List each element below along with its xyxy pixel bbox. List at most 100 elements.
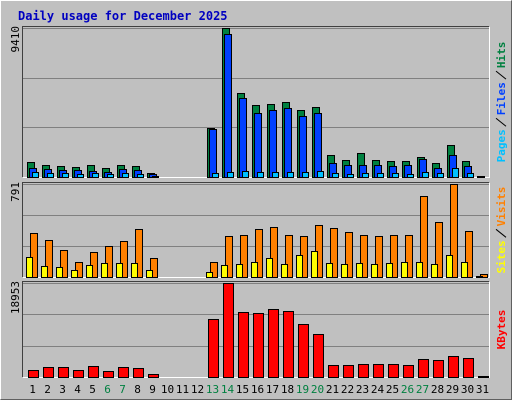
x-tick-label: 2 — [44, 383, 51, 396]
bar — [407, 174, 414, 178]
x-tick-label: 29 — [446, 383, 459, 396]
panel-edge — [22, 182, 490, 278]
bar — [225, 236, 233, 278]
x-tick-label: 20 — [311, 383, 324, 396]
x-tick-label: 19 — [296, 383, 309, 396]
x-tick-label: 6 — [104, 383, 111, 396]
bar — [221, 265, 228, 278]
bar — [478, 376, 489, 378]
bar — [212, 173, 219, 178]
bar — [43, 367, 54, 378]
bar — [463, 358, 474, 378]
bar — [373, 364, 384, 378]
x-tick-label: 16 — [251, 383, 264, 396]
x-tick-label: 26 — [401, 383, 414, 396]
bar — [272, 172, 279, 178]
bar — [446, 255, 453, 278]
bar — [347, 174, 354, 178]
x-tick-label: 9 — [149, 383, 156, 396]
bar — [375, 236, 383, 278]
x-tick-label: 24 — [371, 383, 385, 396]
bar — [71, 270, 78, 278]
bar — [284, 108, 292, 178]
x-tick-label: 25 — [386, 383, 399, 396]
bar — [26, 257, 33, 278]
legend-label: Hits — [495, 42, 508, 69]
bar — [296, 255, 303, 278]
bar — [345, 232, 353, 278]
bar — [330, 228, 338, 278]
bar — [285, 235, 293, 278]
bar — [418, 359, 429, 378]
bar — [467, 173, 474, 178]
panel-edge — [22, 26, 490, 178]
bar — [107, 174, 114, 178]
bar — [435, 222, 443, 278]
bar — [356, 263, 363, 278]
bar — [298, 324, 309, 378]
bar — [150, 258, 158, 278]
bar — [477, 176, 485, 178]
x-tick-label: 18 — [281, 383, 294, 396]
legend-label: Pages — [495, 129, 508, 162]
bar — [47, 173, 54, 178]
x-tick-label: 28 — [431, 383, 444, 396]
bar — [253, 313, 264, 378]
bar — [88, 366, 99, 378]
x-tick-label: 12 — [191, 383, 204, 396]
bar — [133, 368, 144, 378]
bar — [257, 172, 264, 178]
bar — [405, 235, 413, 278]
x-tick-label: 30 — [461, 383, 474, 396]
bar — [223, 283, 234, 378]
bar — [386, 263, 393, 278]
bar — [60, 250, 68, 278]
bar — [416, 262, 423, 278]
bar — [255, 229, 263, 278]
bar — [433, 360, 444, 378]
panel-edge — [22, 281, 490, 378]
legend: Sites Visits — [495, 187, 508, 274]
bar — [146, 270, 153, 278]
bar — [287, 172, 294, 178]
bar — [103, 371, 114, 378]
bar — [332, 173, 339, 178]
legend-separator — [495, 117, 507, 127]
legend-separator — [495, 228, 507, 238]
bar — [448, 356, 459, 378]
bar — [422, 172, 429, 178]
x-tick-label: 17 — [266, 383, 279, 396]
bar — [41, 266, 48, 278]
bar — [314, 113, 322, 178]
bar — [360, 235, 368, 278]
legend: Pages Files Hits — [495, 42, 508, 163]
bar — [461, 262, 468, 278]
bar — [266, 258, 273, 278]
bar — [122, 173, 129, 178]
legend-label: Files — [495, 82, 508, 115]
bar — [208, 319, 219, 378]
x-tick-label: 4 — [74, 383, 81, 396]
legend: KBytes — [495, 310, 508, 350]
bar — [268, 309, 279, 378]
panel-edge — [22, 182, 490, 278]
bar — [86, 265, 93, 278]
x-tick-label: 15 — [236, 383, 249, 396]
bar — [92, 173, 99, 178]
bar — [299, 116, 307, 178]
x-tick-label: 1 — [29, 383, 36, 396]
x-tick-label: 14 — [221, 383, 235, 396]
bar — [401, 262, 408, 278]
bar — [270, 227, 278, 278]
x-tick-label: 10 — [161, 383, 174, 396]
bar — [283, 311, 294, 378]
bar — [437, 173, 444, 178]
legend-separator — [495, 70, 507, 80]
bar — [317, 171, 324, 178]
bar — [362, 173, 369, 178]
x-tick-label: 31 — [476, 383, 489, 396]
x-tick-label: 22 — [341, 383, 354, 396]
bar — [328, 365, 339, 378]
y-tick-label: 18953 — [9, 281, 22, 314]
